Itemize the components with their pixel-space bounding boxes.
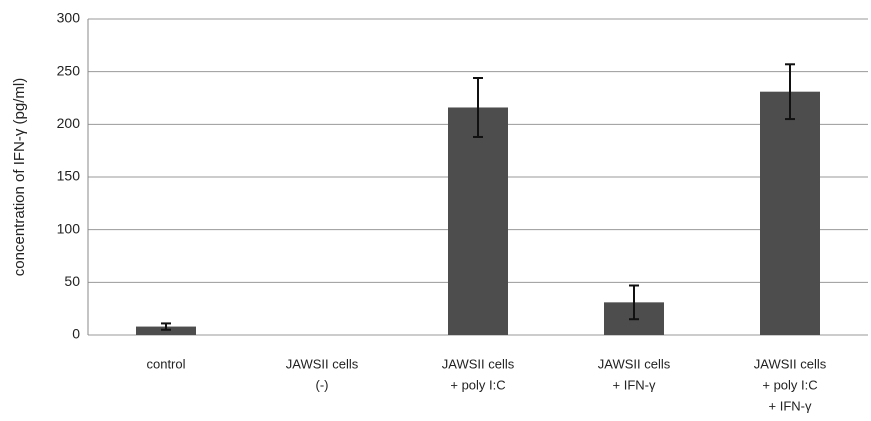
x-tick-label: JAWSII cells [754, 356, 827, 371]
bar [136, 326, 196, 335]
y-tick-label: 150 [57, 168, 81, 184]
error-bar [785, 63, 795, 121]
x-tick-label: + poly I:C [762, 377, 817, 392]
x-tick-label: control [146, 356, 185, 371]
y-tick-label: 300 [57, 10, 81, 26]
x-tick-label: (-) [316, 377, 329, 392]
y-axis-label: concentration of IFN-γ (pg/ml) [11, 78, 28, 276]
y-tick-label: 250 [57, 62, 81, 78]
error-bar [629, 284, 639, 321]
x-tick-label: + poly I:C [450, 377, 505, 392]
y-tick-label: 0 [72, 326, 80, 342]
error-bar [473, 76, 483, 138]
y-tick-label: 200 [57, 115, 81, 131]
x-tick-label: JAWSII cells [442, 356, 515, 371]
x-tick-label: JAWSII cells [286, 356, 359, 371]
y-tick-label: 50 [64, 273, 80, 289]
bar [448, 107, 508, 335]
x-tick-label: JAWSII cells [598, 356, 671, 371]
y-tick-label: 100 [57, 220, 81, 236]
x-tick-label: + IFN-γ [613, 377, 656, 392]
error-bar [161, 322, 171, 331]
x-tick-label: + IFN-γ [769, 398, 812, 413]
bar [760, 91, 820, 336]
